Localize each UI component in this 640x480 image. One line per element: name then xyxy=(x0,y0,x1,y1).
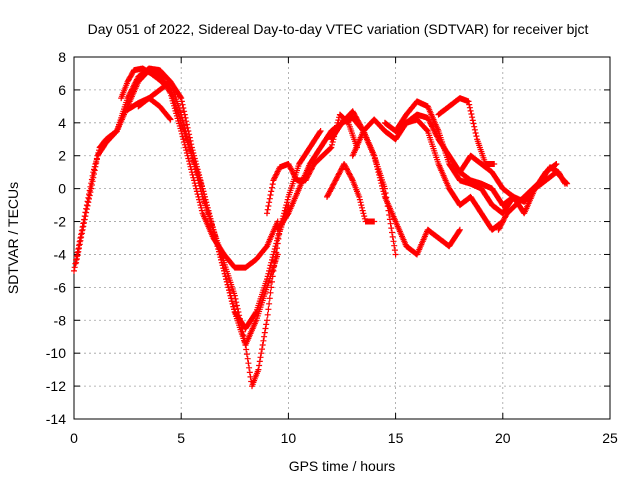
plus-markers xyxy=(124,95,174,123)
x-tick-label: 10 xyxy=(281,430,297,446)
plot-frame xyxy=(73,56,611,420)
plus-markers xyxy=(135,78,324,390)
y-tick-label: 6 xyxy=(58,82,66,98)
y-tick-label: 4 xyxy=(58,115,66,131)
plus-markers xyxy=(349,116,506,233)
grid-layer xyxy=(74,57,610,419)
plus-markers xyxy=(328,108,463,258)
y-tick-label: -6 xyxy=(54,279,67,295)
plus-markers xyxy=(324,161,378,225)
y-tick-label: -8 xyxy=(54,312,67,328)
data-layer xyxy=(71,65,571,390)
data-series xyxy=(124,95,174,123)
data-series xyxy=(324,161,378,225)
data-series xyxy=(435,95,498,167)
x-axis-label: GPS time / hours xyxy=(289,458,396,474)
x-tick-label: 0 xyxy=(70,430,78,446)
plus-markers xyxy=(392,111,506,209)
y-tick-label: 0 xyxy=(58,181,66,197)
tick-layer: 0 5 10 15 20 25 -14 -12 -10 -8 -6 -4 -2 0 2 4 6 8 xyxy=(46,49,618,446)
y-tick-label: -10 xyxy=(46,345,66,361)
y-tick-label: -14 xyxy=(46,411,66,427)
x-tick-label: 25 xyxy=(602,430,618,446)
data-series xyxy=(135,78,324,390)
y-tick-label: 2 xyxy=(58,148,66,164)
chart-title: Day 051 of 2022, Sidereal Day-to-day VTE… xyxy=(88,21,589,37)
y-tick-label: -12 xyxy=(46,378,66,394)
plus-markers xyxy=(499,161,560,217)
x-tick-label: 15 xyxy=(388,430,404,446)
x-tick-label: 20 xyxy=(495,430,511,446)
data-series xyxy=(349,116,506,233)
data-series xyxy=(328,108,463,258)
y-tick-label: 8 xyxy=(58,49,66,65)
data-series xyxy=(392,111,506,209)
data-series xyxy=(499,161,560,217)
x-tick-label: 5 xyxy=(177,430,185,446)
y-axis-label: SDTVAR / TECUs xyxy=(5,182,21,294)
plus-markers xyxy=(435,95,498,167)
y-tick-label: -2 xyxy=(54,214,67,230)
y-tick-label: -4 xyxy=(54,246,67,262)
